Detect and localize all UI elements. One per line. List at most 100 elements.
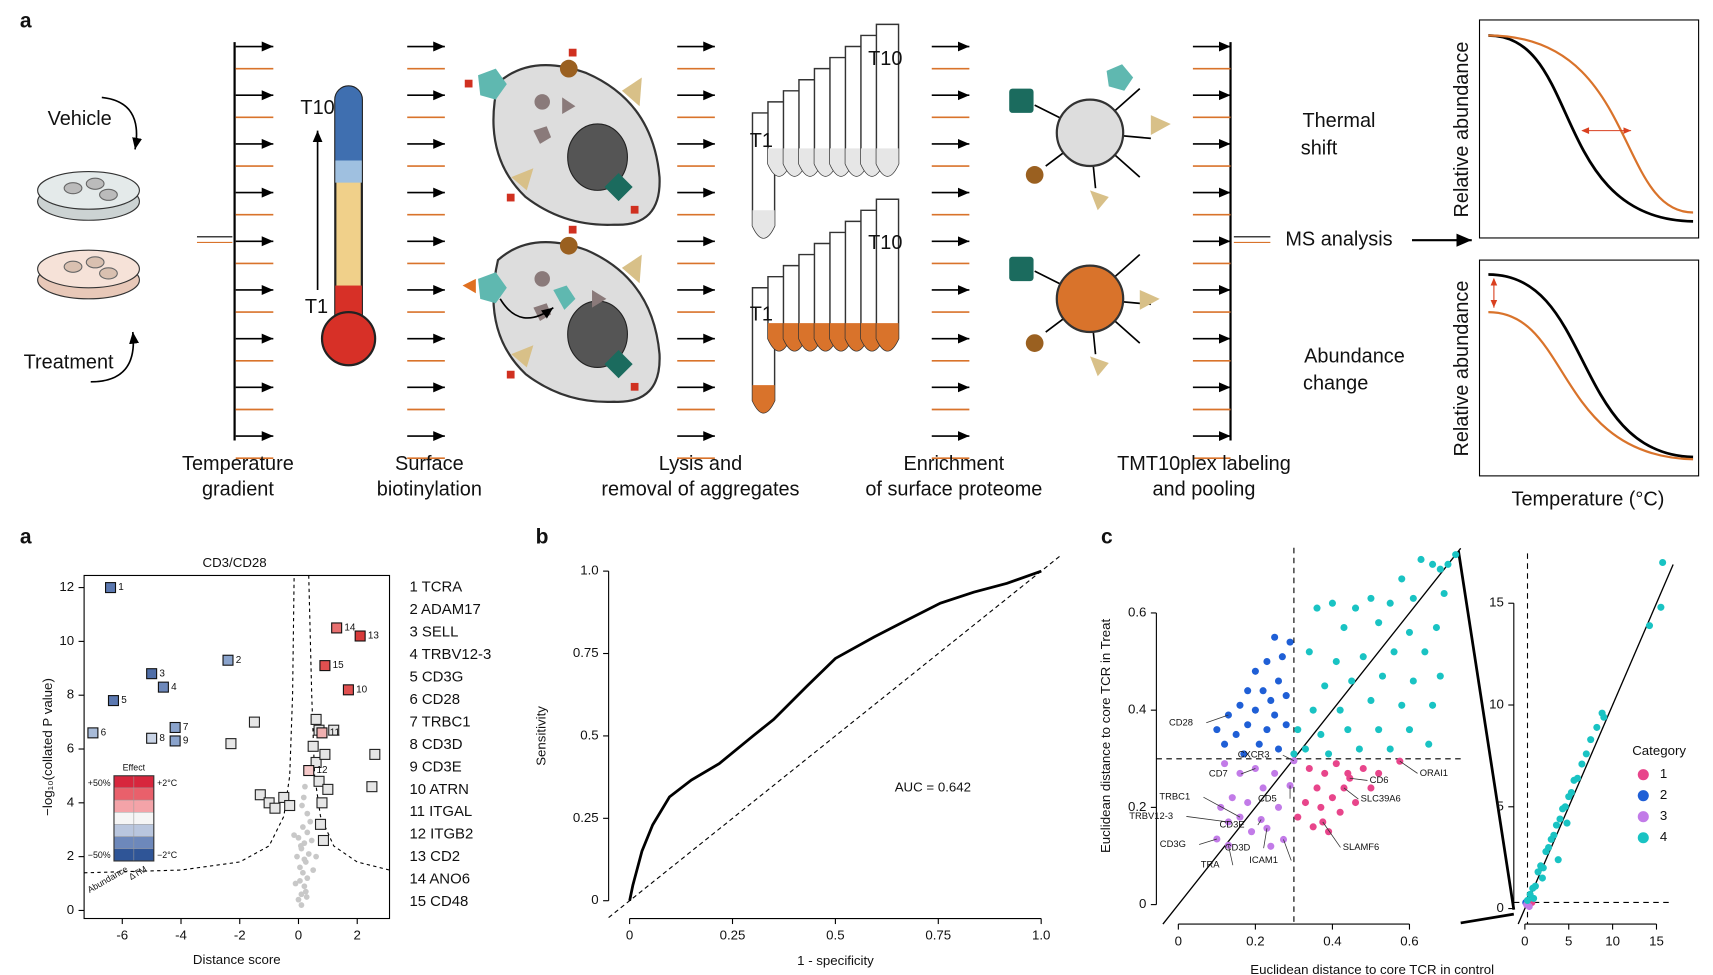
point bbox=[1294, 726, 1302, 734]
x-tick-label: -4 bbox=[175, 928, 187, 943]
x-tick-label: 0 bbox=[1521, 933, 1528, 948]
point bbox=[1224, 818, 1232, 826]
point bbox=[1425, 740, 1433, 748]
step-label: Surface bbox=[395, 453, 464, 475]
point bbox=[1405, 726, 1414, 734]
y-axis-label: Relative abundance bbox=[1451, 281, 1473, 457]
point bbox=[1359, 653, 1367, 661]
point bbox=[1582, 750, 1590, 758]
annotation: TRBC1 bbox=[1159, 791, 1190, 802]
point bbox=[1259, 687, 1267, 695]
tube-racks bbox=[751, 23, 900, 414]
unlabeled-point bbox=[314, 818, 327, 830]
x-tick-label: 0.2 bbox=[1246, 933, 1264, 948]
unlabeled-point bbox=[310, 756, 322, 768]
y-tick-label: 4 bbox=[67, 794, 74, 809]
step-label: Enrichment bbox=[904, 453, 1005, 475]
point bbox=[1236, 769, 1244, 777]
point bbox=[1657, 603, 1665, 611]
legend-marker bbox=[1637, 769, 1649, 781]
arrow bbox=[90, 331, 140, 383]
point bbox=[1563, 819, 1571, 827]
annotation: ORAI1 bbox=[1420, 767, 1448, 778]
zoom-connector bbox=[1460, 912, 1515, 925]
unlabeled-point bbox=[319, 748, 331, 760]
point bbox=[1375, 726, 1383, 734]
reference-diagonal bbox=[608, 555, 1061, 918]
point bbox=[1274, 803, 1283, 811]
point bbox=[1271, 711, 1279, 719]
x-tick-label: 5 bbox=[1565, 933, 1572, 948]
cell-vehicle bbox=[464, 48, 661, 226]
point bbox=[1267, 696, 1275, 704]
identity-line bbox=[1162, 547, 1462, 925]
abundance-change: change bbox=[1303, 372, 1368, 394]
annotation-leader bbox=[1257, 819, 1262, 826]
point bbox=[1573, 774, 1582, 782]
background-point bbox=[304, 810, 311, 817]
t1-label: T1 bbox=[750, 304, 773, 326]
point bbox=[1348, 677, 1356, 685]
annotation: CXCR3 bbox=[1238, 749, 1270, 760]
background-point bbox=[297, 842, 304, 849]
point-label: 7 bbox=[183, 722, 189, 733]
background-point bbox=[297, 864, 303, 871]
annotation: TRA bbox=[1201, 859, 1221, 870]
dish-treatment bbox=[37, 249, 140, 300]
point bbox=[1294, 813, 1302, 821]
unlabeled-point bbox=[366, 781, 378, 793]
x-tick-label: 0.6 bbox=[1400, 933, 1418, 948]
legend-axis-label: Abundance bbox=[86, 864, 130, 895]
legend-swatch bbox=[113, 812, 135, 825]
legend-swatch bbox=[133, 787, 155, 801]
point bbox=[1534, 868, 1542, 876]
legend-swatch bbox=[133, 836, 155, 850]
point bbox=[1236, 701, 1244, 709]
panel-label: c bbox=[1101, 525, 1113, 548]
point bbox=[1432, 623, 1440, 632]
background-point bbox=[304, 829, 311, 836]
x-axis-label: Euclidean distance to core TCR in contro… bbox=[1250, 962, 1494, 975]
legend-swatch bbox=[133, 799, 155, 813]
thermometer bbox=[312, 85, 377, 367]
point bbox=[1224, 711, 1232, 719]
unlabeled-point bbox=[278, 791, 290, 803]
y-axis-label: Relative abundance bbox=[1451, 42, 1473, 218]
background-point bbox=[300, 794, 307, 801]
step-label: removal of aggregates bbox=[601, 479, 799, 501]
unlabeled-point bbox=[369, 748, 381, 760]
annotation: ICAM1 bbox=[1249, 854, 1278, 865]
y-tick-label: 0.2 bbox=[1128, 799, 1146, 814]
point bbox=[1321, 682, 1329, 690]
point bbox=[1313, 784, 1321, 792]
point bbox=[1244, 687, 1252, 695]
point bbox=[1367, 696, 1375, 704]
thermal-shift: Thermal bbox=[1302, 110, 1375, 132]
legend-swatch bbox=[113, 836, 135, 850]
point bbox=[1232, 730, 1240, 739]
point bbox=[1263, 726, 1271, 734]
y-tick-label: 0 bbox=[591, 892, 598, 907]
labeled-point bbox=[303, 765, 315, 777]
y-tick-label: 0.4 bbox=[1128, 702, 1146, 717]
point-label: 12 bbox=[317, 765, 329, 776]
labeled-point bbox=[331, 622, 343, 634]
y-tick-label: 15 bbox=[1489, 595, 1504, 610]
point bbox=[1355, 745, 1363, 753]
point bbox=[1309, 706, 1317, 714]
t10-label: T10 bbox=[868, 48, 902, 70]
unlabeled-point bbox=[310, 713, 322, 725]
labeled-point bbox=[146, 668, 158, 680]
labeled-point bbox=[316, 727, 328, 739]
point bbox=[1417, 555, 1425, 564]
abundance-change: Abundance bbox=[1304, 346, 1405, 368]
point bbox=[1525, 903, 1533, 911]
background-point bbox=[298, 902, 305, 908]
point bbox=[1351, 798, 1360, 807]
y-tick-label: 0.75 bbox=[573, 645, 599, 660]
point bbox=[1398, 575, 1406, 583]
legend-title: Effect bbox=[123, 762, 146, 772]
point bbox=[1305, 648, 1313, 656]
labeled-point bbox=[319, 660, 331, 672]
